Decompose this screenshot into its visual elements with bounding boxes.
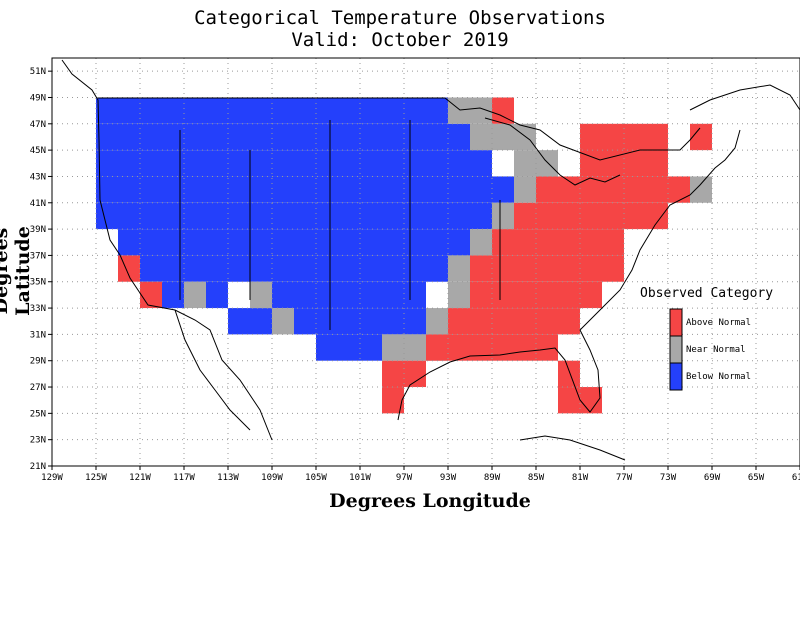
legend-swatch-0 — [669, 308, 683, 337]
x-tick-label-89W: 89W — [484, 473, 501, 483]
coastlines — [61, 59, 800, 461]
legend-title: Observed Category — [640, 286, 773, 301]
baja-peninsula-line — [174, 309, 251, 431]
cuba-line — [519, 435, 626, 461]
x-tick-label-105W: 105W — [305, 473, 327, 483]
canada-arctic-line — [689, 84, 800, 111]
legend: Observed Category Above Normal Near Normal… — [640, 286, 773, 391]
x-tick-label-81W: 81W — [572, 473, 589, 483]
cell-above-normal-13 — [382, 387, 404, 414]
x-tick-label-69W: 69W — [704, 473, 721, 483]
y-tick-label-35N: 35N — [30, 278, 46, 288]
x-tick-label-113W: 113W — [217, 473, 239, 483]
y-tick-label-33N: 33N — [30, 304, 46, 314]
legend-label-2: Below Normal — [686, 372, 751, 382]
x-tick-label-109W: 109W — [261, 473, 283, 483]
x-tick-label-61W: 61W — [792, 473, 800, 483]
cell-below-normal-1 — [96, 123, 470, 151]
y-tick-label-31N: 31N — [30, 330, 46, 340]
y-tick-label-37N: 37N — [30, 251, 46, 261]
cell-below-normal-11 — [294, 308, 426, 335]
cell-near-normal-9 — [448, 281, 470, 309]
cell-below-normal-9 — [272, 281, 426, 309]
x-tick-label-73W: 73W — [660, 473, 677, 483]
map-subtitle: Valid: October 2019 — [291, 29, 509, 51]
cell-near-normal-8 — [250, 281, 272, 309]
y-tick-label-49N: 49N — [30, 93, 46, 103]
x-tick-label-85W: 85W — [528, 473, 545, 483]
state-line-divide — [179, 120, 501, 330]
legend-swatch-2 — [669, 362, 683, 391]
cell-below-normal-12 — [316, 334, 382, 361]
cell-above-normal-4 — [514, 202, 668, 230]
y-tick-label-39N: 39N — [30, 225, 46, 235]
great-lakes-line — [484, 117, 621, 186]
cell-below-normal-6 — [140, 255, 448, 282]
x-axis-label: Degrees Longitude — [329, 490, 531, 512]
map-title: Categorical Temperature Observations — [194, 7, 606, 29]
cell-above-normal-7 — [470, 281, 602, 309]
cell-below-normal-3 — [96, 176, 514, 203]
cell-below-normal-2 — [96, 150, 492, 177]
cell-above-normal-0 — [492, 97, 514, 124]
y-tick-label-23N: 23N — [30, 436, 46, 446]
y-tick-label-27N: 27N — [30, 383, 46, 393]
x-tick-label-77W: 77W — [616, 473, 633, 483]
y-tick-label-43N: 43N — [30, 172, 46, 182]
x-tick-label-121W: 121W — [129, 473, 151, 483]
legend-label-1: Near Normal — [686, 345, 746, 355]
cell-above-normal-5 — [492, 229, 624, 256]
cell-near-normal-10 — [272, 308, 294, 335]
cell-near-normal-1 — [470, 123, 536, 151]
y-tick-label-29N: 29N — [30, 357, 46, 367]
x-tick-label-97W: 97W — [396, 473, 413, 483]
y-tick-label-25N: 25N — [30, 409, 46, 419]
x-tick-label-129W: 129W — [41, 473, 63, 483]
cell-near-normal-0 — [448, 97, 492, 124]
cell-below-normal-10 — [228, 308, 272, 335]
x-tick-label-125W: 125W — [85, 473, 107, 483]
map-frame — [51, 57, 800, 467]
cell-above-normal-1 — [690, 123, 712, 151]
cell-below-normal-4 — [96, 202, 492, 230]
cell-above-normal-8 — [448, 308, 580, 335]
cell-above-normal-3 — [536, 176, 690, 203]
cell-near-normal-5 — [470, 229, 492, 256]
cell-near-normal-4 — [492, 202, 514, 230]
cell-near-normal-3 — [514, 176, 536, 203]
cell-below-normal-5 — [118, 229, 470, 256]
x-tick-label-65W: 65W — [748, 473, 765, 483]
cell-below-normal-8 — [206, 281, 228, 309]
west-coast-line — [61, 59, 273, 441]
legend-label-0: Above Normal — [686, 318, 751, 328]
cell-above-normal-10 — [558, 360, 580, 388]
y-axis-label: Degrees Latitude — [0, 226, 34, 316]
y-tick-label-45N: 45N — [30, 146, 46, 156]
category-cells — [96, 97, 712, 414]
east-coast-line — [579, 129, 741, 331]
x-tick-label-101W: 101W — [349, 473, 371, 483]
x-tick-label-93W: 93W — [440, 473, 457, 483]
y-tick-label-41N: 41N — [30, 199, 46, 209]
y-tick-label-47N: 47N — [30, 120, 46, 130]
legend-swatch-1 — [669, 335, 683, 364]
cell-below-normal-7 — [162, 281, 184, 309]
gulf-coast-line — [397, 329, 601, 421]
cell-above-normal-15 — [140, 281, 162, 309]
cell-near-normal-6 — [448, 255, 470, 282]
cell-below-normal-0 — [96, 97, 448, 124]
cell-near-normal-13 — [690, 176, 712, 203]
y-ticks: 21N 23N 25N 27N 29N 31N 33N 35N 37N 39N 41N 43N 45N 4… — [30, 67, 52, 472]
cell-near-normal-11 — [426, 308, 448, 335]
cell-above-normal-14 — [118, 255, 140, 282]
cell-near-normal-7 — [184, 281, 206, 309]
y-tick-label-21N: 21N — [30, 462, 46, 472]
cell-above-normal-6 — [470, 255, 624, 282]
x-ticks: 129W 125W 121W 117W 113W 109W 105W 101W 97W 93W 89… — [41, 466, 800, 483]
x-tick-label-117W: 117W — [173, 473, 195, 483]
y-tick-label-51N: 51N — [30, 67, 46, 77]
us-canada-border — [98, 97, 701, 161]
